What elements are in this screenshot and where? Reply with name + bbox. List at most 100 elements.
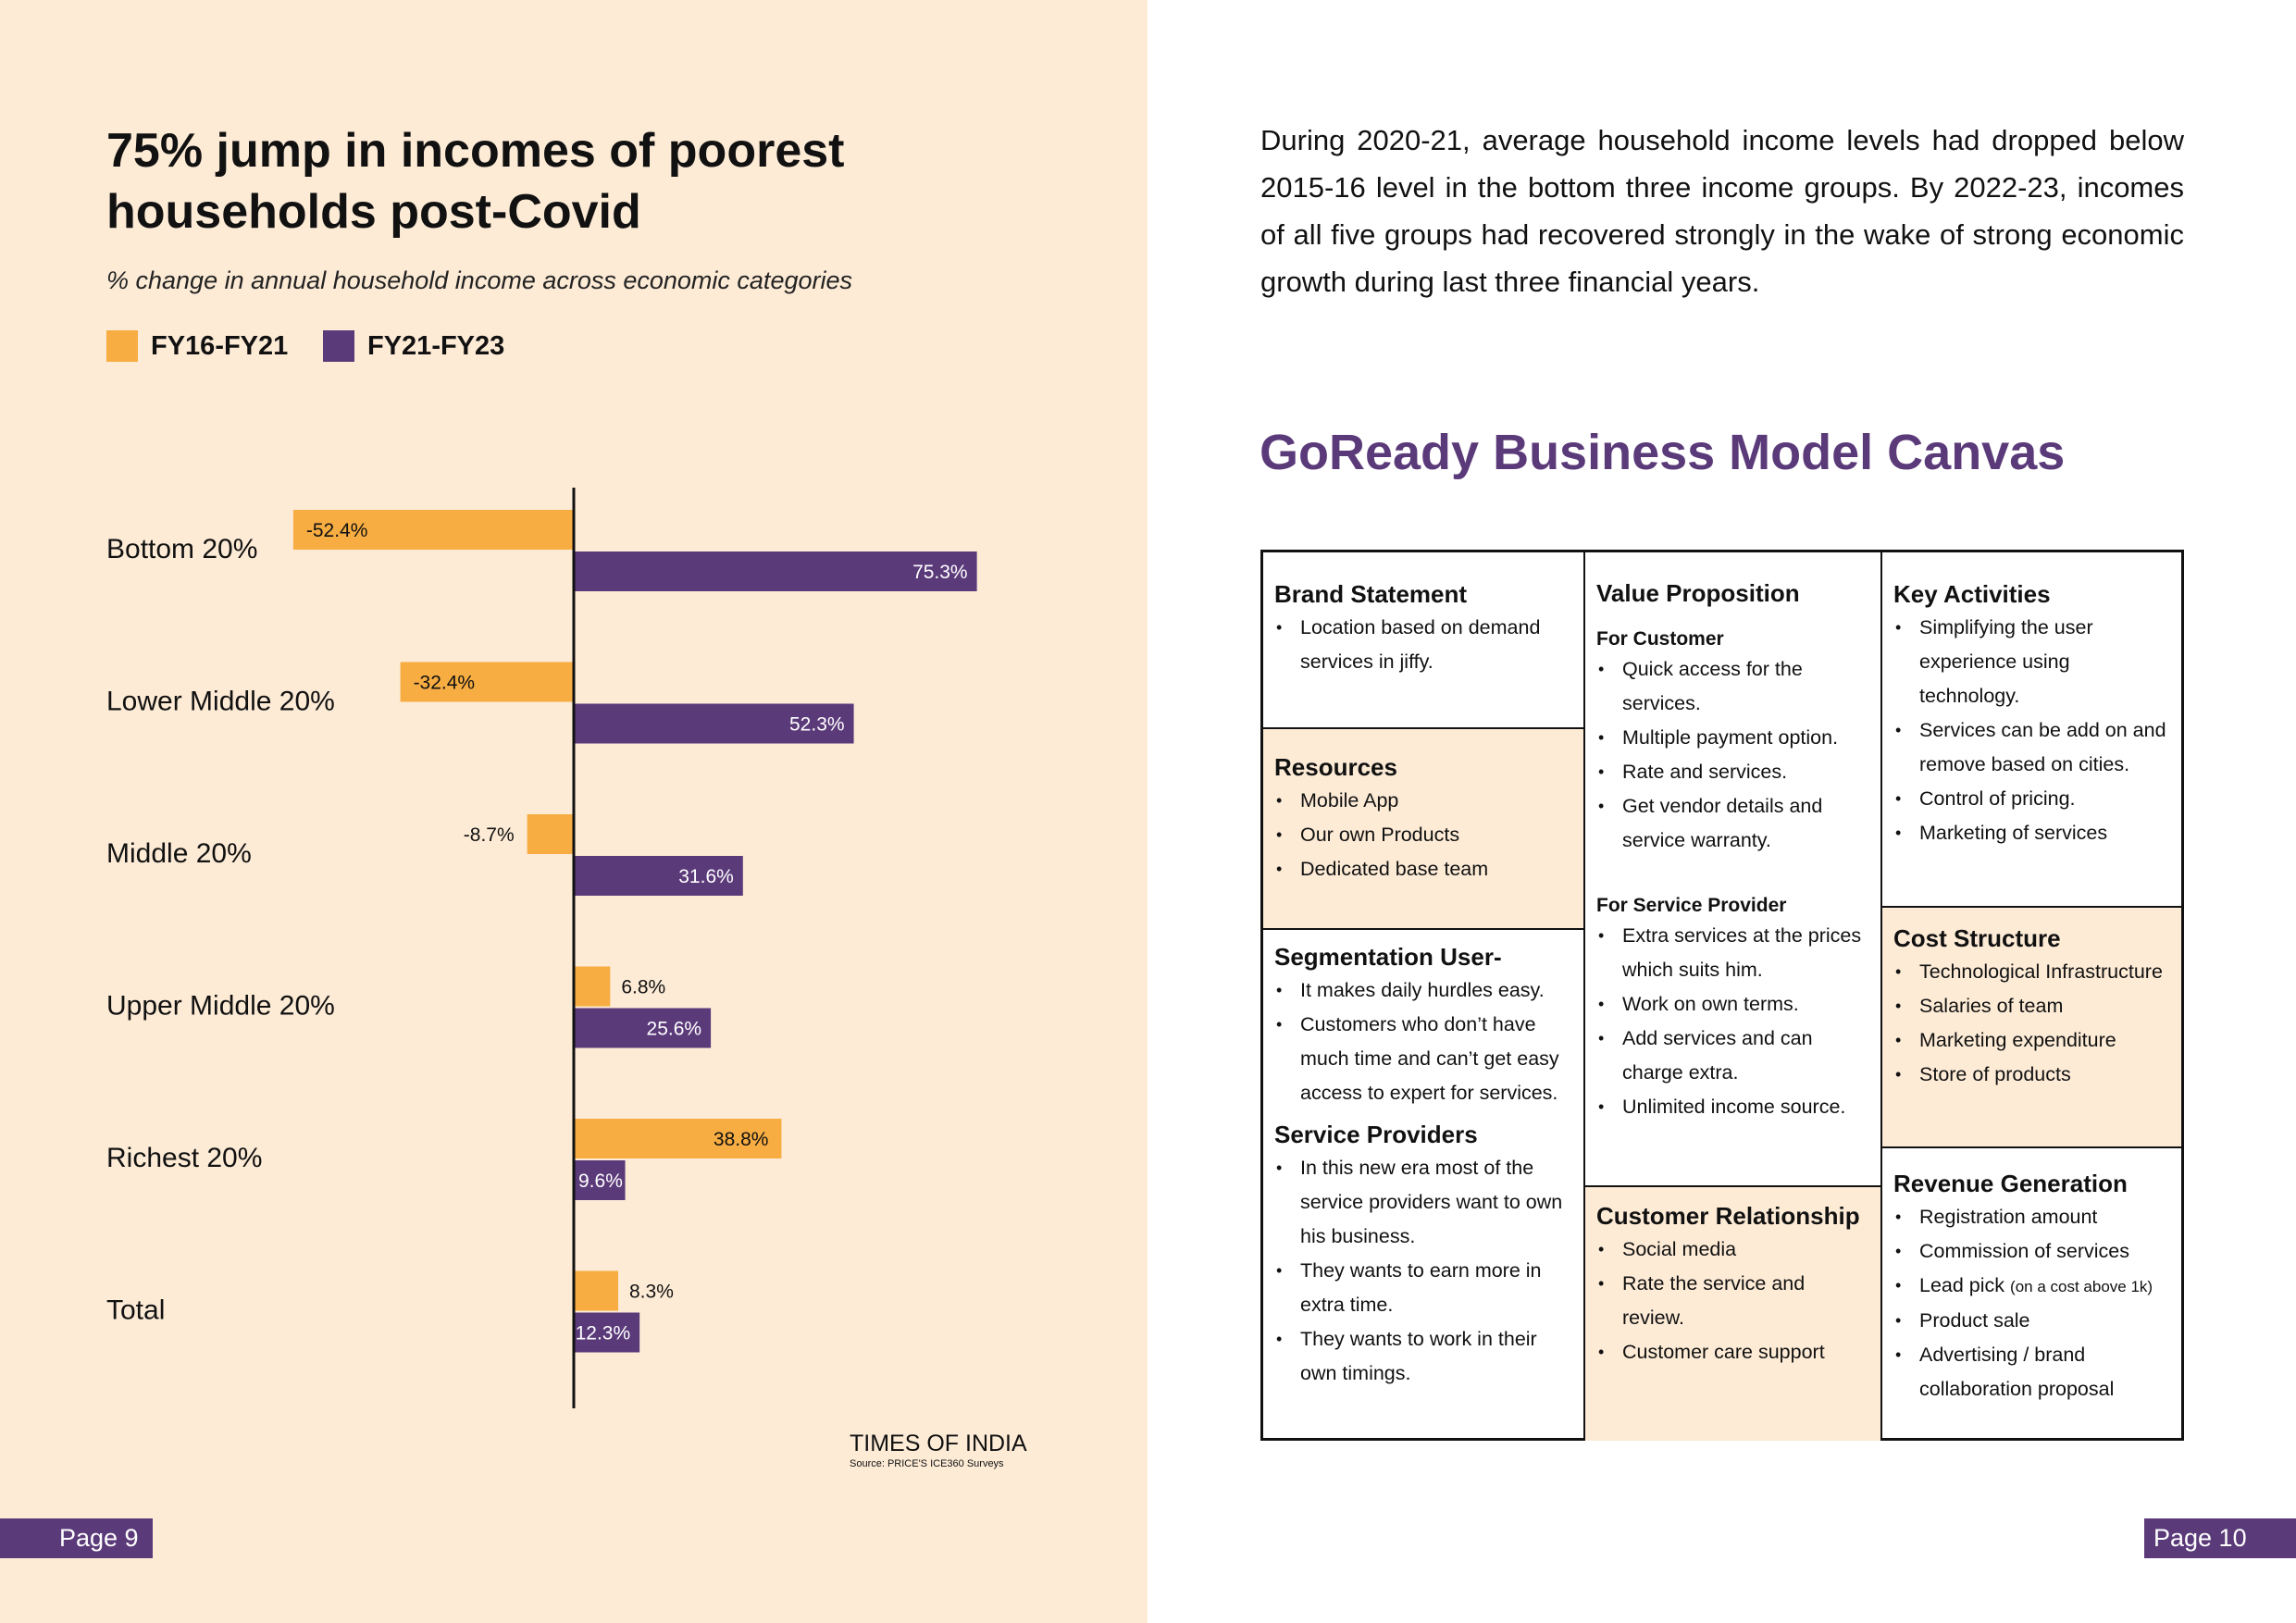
- key-activities-cell: Key Activities Simplifying the user expe…: [1882, 552, 2181, 906]
- intro-paragraph: During 2020-21, average household income…: [1260, 124, 2184, 298]
- category-label: Upper Middle 20%: [106, 991, 335, 1022]
- bar-fy21-fy23: [574, 1008, 712, 1048]
- list-item: It makes daily hurdles easy.: [1274, 973, 1572, 1008]
- list-item: Quick access for the services.: [1596, 652, 1869, 721]
- service-providers-list: In this new era most of the service prov…: [1274, 1151, 1572, 1391]
- revenue-generation-cell: Revenue Generation Registration amount C…: [1882, 1148, 2181, 1441]
- data-label: 9.6%: [578, 1171, 623, 1192]
- resources-list: Mobile App Our own Products Dedicated ba…: [1274, 784, 1572, 886]
- cost-structure-title: Cost Structure: [1893, 924, 2061, 952]
- revenue-generation-title: Revenue Generation: [1893, 1170, 2128, 1197]
- list-item: Product sale: [1893, 1304, 2170, 1338]
- list-item: Simplifying the user experience using te…: [1893, 611, 2170, 713]
- for-customer-heading: For Customer: [1596, 628, 1724, 650]
- category-label: Richest 20%: [106, 1143, 262, 1173]
- segmentation-cell: Segmentation User- It makes daily hurdle…: [1263, 930, 1583, 1441]
- source-note: Source: PRICE'S ICE360 Surveys: [850, 1458, 1004, 1469]
- list-item: Technological Infrastructure: [1893, 955, 2170, 989]
- key-activities-title: Key Activities: [1893, 580, 2051, 608]
- grid-divider: [1585, 1185, 1880, 1187]
- lead-pick-note: (on a cost above 1k): [2010, 1278, 2153, 1295]
- resources-cell: Resources Mobile App Our own Products De…: [1263, 729, 1583, 928]
- bar-fy16-fy21: [292, 510, 574, 550]
- grid-divider: [1263, 727, 1583, 729]
- revenue-generation-list: Registration amount Commission of servic…: [1893, 1200, 2170, 1406]
- bar-fy21-fy23: [574, 1160, 626, 1200]
- list-item: Commission of services: [1893, 1234, 2170, 1269]
- cost-structure-list: Technological Infrastructure Salaries of…: [1893, 955, 2170, 1092]
- bar-fy21-fy23: [574, 703, 854, 744]
- chart-subtitle: % change in annual household income acro…: [106, 266, 852, 294]
- data-label: 75.3%: [912, 562, 968, 583]
- income-change-chart: Bottom 20% -52.4% 75.3% Lower Middle 20% -32…: [106, 488, 977, 1408]
- category-label: Lower Middle 20%: [106, 687, 335, 717]
- bar-fy16-fy21: [574, 1270, 619, 1311]
- category-label: Total: [106, 1295, 165, 1326]
- resources-title: Resources: [1274, 753, 1397, 781]
- list-item: Mobile App: [1274, 784, 1572, 818]
- brand-statement-list: Location based on demand services in jif…: [1274, 611, 1572, 679]
- list-item: Multiple payment option.: [1596, 721, 1869, 755]
- data-label: 8.3%: [629, 1282, 674, 1303]
- lead-pick-label: Lead pick: [1919, 1274, 2005, 1296]
- legend-swatch-purple: [323, 330, 354, 362]
- business-model-canvas: Brand Statement Location based on demand…: [1260, 550, 2184, 1441]
- category-label: Middle 20%: [106, 838, 252, 869]
- bar-fy16-fy21: [400, 662, 574, 702]
- list-item: Dedicated base team: [1274, 852, 1572, 886]
- list-item: Control of pricing.: [1893, 782, 2170, 816]
- grid-divider: [1882, 1146, 2181, 1148]
- legend-label-fy16-fy21: FY16-FY21: [151, 330, 289, 361]
- list-item: Work on own terms.: [1596, 987, 1869, 1022]
- bar-fy21-fy23: [574, 1312, 640, 1353]
- page-number-left: Page 9: [0, 1518, 153, 1558]
- list-item: Marketing of services: [1893, 816, 2170, 850]
- segmentation-list: It makes daily hurdles easy. Customers w…: [1274, 973, 1572, 1110]
- list-item: Lead pick (on a cost above 1k): [1893, 1269, 2170, 1304]
- list-item: Advertising / brand collaboration propos…: [1893, 1338, 2170, 1406]
- grid-divider: [1882, 906, 2181, 908]
- list-item: Store of products: [1893, 1058, 2170, 1092]
- chart-title-line-1: 75% jump in incomes of poorest: [106, 124, 845, 178]
- list-item: Add services and can charge extra.: [1596, 1022, 1869, 1090]
- for-service-provider-heading: For Service Provider: [1596, 895, 1787, 916]
- list-item: Location based on demand services in jif…: [1274, 611, 1572, 679]
- customer-relationship-list: Social media Rate the service and review…: [1596, 1233, 1869, 1369]
- list-item: Marketing expenditure: [1893, 1023, 2170, 1058]
- canvas-title: GoReady Business Model Canvas: [1260, 425, 2066, 480]
- brand-statement-title: Brand Statement: [1274, 580, 1468, 608]
- for-customer-list: Quick access for the services. Multiple …: [1596, 652, 1869, 858]
- data-label: -8.7%: [464, 824, 515, 846]
- data-label: 38.8%: [714, 1129, 769, 1150]
- data-label: 6.8%: [621, 977, 665, 998]
- list-item: In this new era most of the service prov…: [1274, 1151, 1572, 1254]
- cost-structure-cell: Cost Structure Technological Infrastruct…: [1882, 908, 2181, 1146]
- list-item: Get vendor details and service warranty.: [1596, 789, 1869, 858]
- data-label: -52.4%: [306, 520, 368, 541]
- grid-divider: [1263, 928, 1583, 930]
- list-item: Services can be add on and remove based …: [1893, 713, 2170, 782]
- source-brand: TIMES OF INDIA: [850, 1431, 1027, 1456]
- list-item: Extra services at the prices which suits…: [1596, 919, 1869, 987]
- list-item: They wants to work in their own timings.: [1274, 1322, 1572, 1391]
- grid-divider: [1583, 552, 1585, 1441]
- list-item: Rate and services.: [1596, 755, 1869, 789]
- data-label: 31.6%: [678, 866, 734, 887]
- list-item: Social media: [1596, 1233, 1869, 1267]
- list-item: Registration amount: [1893, 1200, 2170, 1234]
- list-item: They wants to earn more in extra time.: [1274, 1254, 1572, 1322]
- data-label: 25.6%: [647, 1019, 702, 1040]
- page-number-right: Page 10: [2144, 1518, 2296, 1558]
- service-providers-title: Service Providers: [1274, 1121, 1478, 1148]
- left-page: 75% jump in incomes of poorest household…: [0, 0, 1148, 1623]
- grid-divider: [1880, 552, 1882, 1441]
- chart-title-line-2: households post-Covid: [106, 185, 641, 239]
- list-item: Unlimited income source.: [1596, 1090, 1869, 1124]
- chart-title: 75% jump in incomes of poorest household…: [106, 120, 939, 242]
- value-proposition-title: Value Proposition: [1596, 579, 1800, 607]
- bar-fy21-fy23: [574, 856, 743, 896]
- brand-statement-cell: Brand Statement Location based on demand…: [1263, 552, 1583, 727]
- category-label: Bottom 20%: [106, 534, 257, 564]
- legend-item-fy16-fy21: FY16-FY21: [106, 329, 288, 363]
- key-activities-list: Simplifying the user experience using te…: [1893, 611, 2170, 850]
